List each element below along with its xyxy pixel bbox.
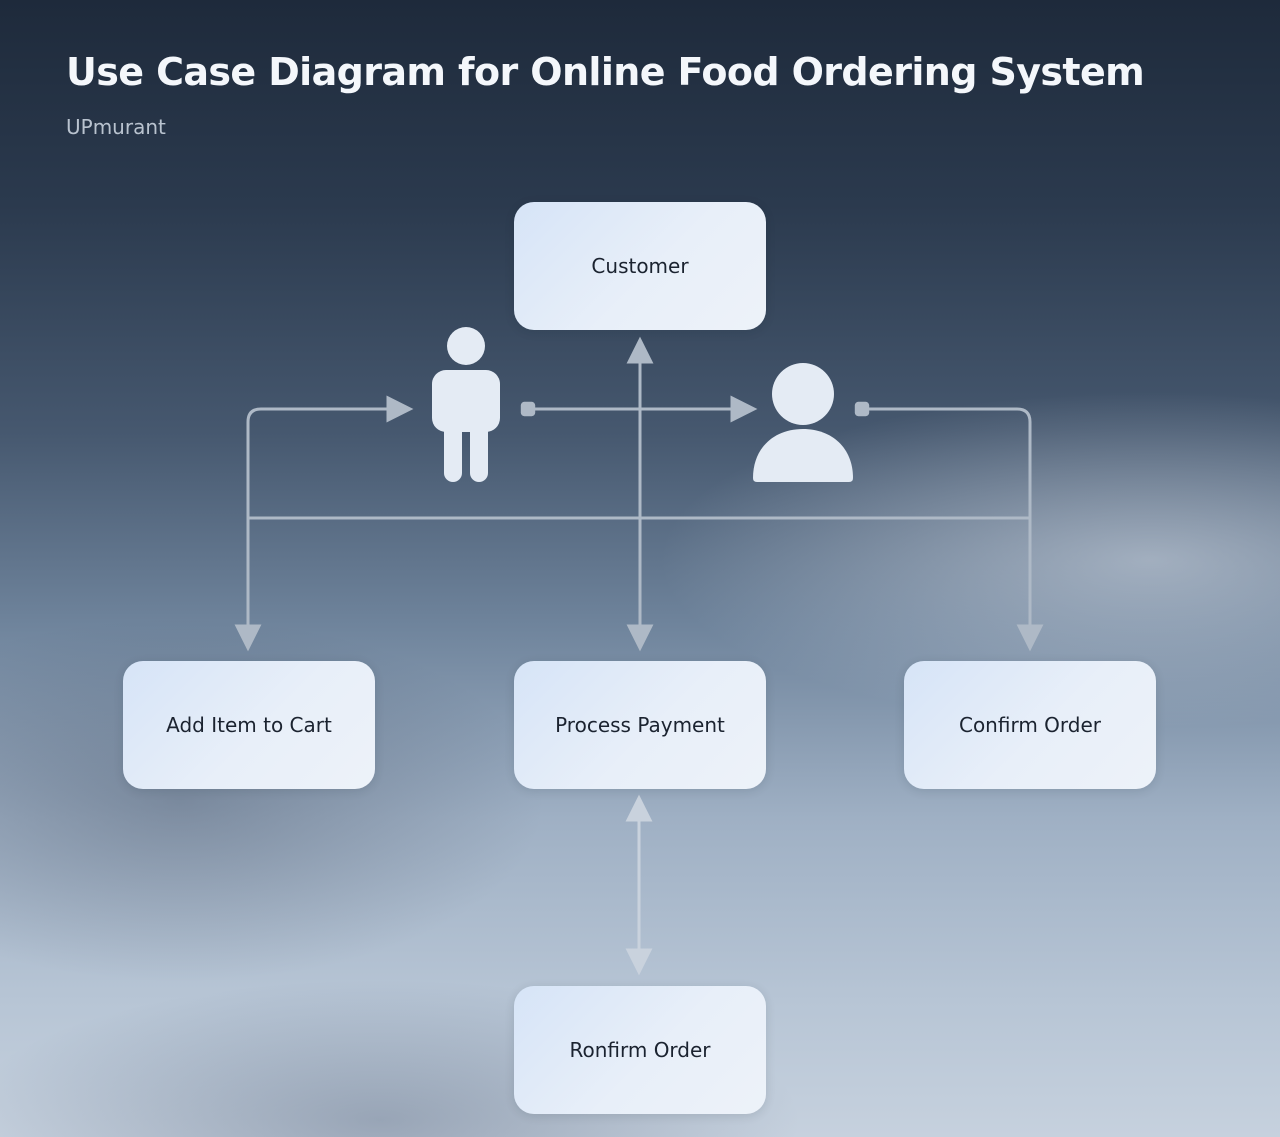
customer-label: Customer bbox=[591, 254, 689, 278]
connector-left-to-standing bbox=[246, 395, 414, 520]
confirm-order-node: Confirm Order bbox=[904, 661, 1156, 789]
add-item-to-cart-label: Add Item to Cart bbox=[166, 713, 332, 737]
page-subtitle: UPmurant bbox=[66, 115, 166, 139]
process-payment-node: Process Payment bbox=[514, 661, 766, 789]
connector-avatar-to-confirm bbox=[854, 401, 1044, 652]
confirm-order-label: Confirm Order bbox=[958, 713, 1102, 737]
customer-node: Customer bbox=[514, 202, 766, 330]
add-item-to-cart-node: Add Item to Cart bbox=[123, 661, 375, 789]
page-title: Use Case Diagram for Online Food Orderin… bbox=[66, 50, 1145, 94]
ronfirm-order-label: Ronfirm Order bbox=[569, 1038, 711, 1062]
user-avatar-icon bbox=[753, 363, 853, 482]
process-payment-label: Process Payment bbox=[555, 713, 725, 737]
person-standing-icon bbox=[432, 327, 500, 482]
ronfirm-order-node: Ronfirm Order bbox=[514, 986, 766, 1114]
